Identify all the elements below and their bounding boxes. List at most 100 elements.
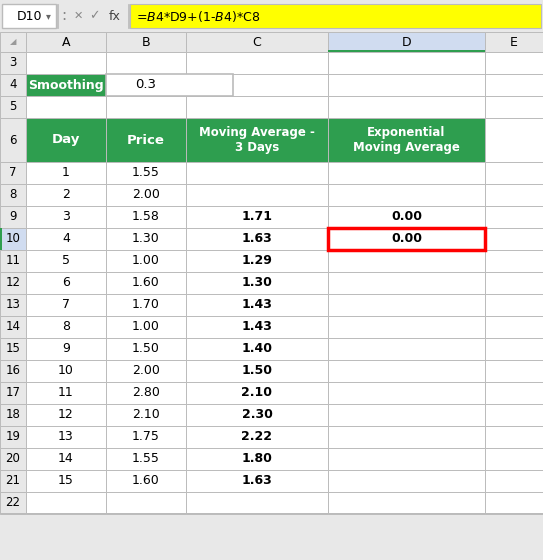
Text: 11: 11	[5, 254, 21, 268]
Text: 1.43: 1.43	[242, 320, 273, 334]
Text: 22: 22	[5, 497, 21, 510]
Text: 0.00: 0.00	[391, 211, 422, 223]
Text: 0.00: 0.00	[391, 232, 422, 245]
Bar	[328, 228, 485, 250]
Bar	[328, 118, 485, 162]
Text: 14: 14	[58, 452, 74, 465]
Bar	[0, 272, 26, 294]
Bar	[328, 52, 485, 74]
Text: 12: 12	[58, 408, 74, 422]
Bar	[106, 74, 233, 96]
Bar	[328, 470, 485, 492]
Bar	[186, 492, 328, 514]
Text: 4: 4	[62, 232, 70, 245]
Bar	[106, 52, 186, 74]
Bar	[106, 228, 186, 250]
Bar	[328, 426, 485, 448]
Text: B: B	[142, 35, 150, 49]
Text: 8: 8	[62, 320, 70, 334]
Text: ▾: ▾	[46, 11, 50, 21]
Text: 1.29: 1.29	[242, 254, 273, 268]
Text: 5: 5	[9, 100, 17, 114]
Text: 13: 13	[58, 431, 74, 444]
Bar	[328, 96, 485, 118]
Bar	[106, 316, 186, 338]
Bar	[0, 206, 26, 228]
Text: 0.00: 0.00	[391, 232, 422, 245]
Text: 18: 18	[5, 408, 21, 422]
Bar	[106, 492, 186, 514]
Bar	[186, 32, 328, 52]
Bar	[328, 118, 485, 162]
Bar	[328, 250, 485, 272]
Bar	[485, 272, 543, 294]
Text: Smoothing: Smoothing	[28, 78, 104, 91]
Bar	[26, 294, 106, 316]
Bar	[26, 470, 106, 492]
Text: 12: 12	[5, 277, 21, 290]
Bar	[328, 184, 485, 206]
Bar	[186, 272, 328, 294]
Bar	[128, 4, 129, 28]
Bar	[0, 74, 26, 96]
Bar	[328, 492, 485, 514]
Text: 7: 7	[9, 166, 17, 180]
Bar	[26, 404, 106, 426]
Bar	[186, 162, 328, 184]
Bar	[26, 184, 106, 206]
Bar	[106, 118, 186, 162]
Bar	[0, 52, 26, 74]
Text: 1.55: 1.55	[132, 166, 160, 180]
Text: fx: fx	[109, 10, 121, 22]
Text: 1.30: 1.30	[242, 277, 273, 290]
Text: A: A	[62, 35, 70, 49]
Bar	[0, 294, 26, 316]
Text: D: D	[402, 35, 411, 49]
Text: 1.00: 1.00	[132, 254, 160, 268]
Text: 1.30: 1.30	[132, 232, 160, 245]
Text: D10: D10	[16, 10, 42, 22]
Bar	[186, 470, 328, 492]
Bar	[0, 513, 543, 514]
Text: Exponential
Moving Average: Exponential Moving Average	[353, 126, 460, 154]
Bar	[106, 382, 186, 404]
Bar	[485, 32, 543, 52]
Bar	[485, 492, 543, 514]
Bar	[485, 294, 543, 316]
Bar	[485, 360, 543, 382]
Bar	[328, 32, 485, 52]
Bar	[106, 184, 186, 206]
Bar	[106, 118, 186, 162]
Bar	[0, 360, 26, 382]
Bar	[26, 250, 106, 272]
Bar	[26, 74, 106, 96]
Text: 2.80: 2.80	[132, 386, 160, 399]
Bar	[106, 448, 186, 470]
Bar	[186, 118, 328, 162]
Bar	[485, 96, 543, 118]
Bar	[106, 272, 186, 294]
Bar	[186, 426, 328, 448]
Text: 2.00: 2.00	[132, 189, 160, 202]
Bar	[0, 96, 26, 118]
Text: 6: 6	[9, 133, 17, 147]
Bar	[106, 360, 186, 382]
Bar	[485, 228, 543, 250]
Bar	[485, 162, 543, 184]
Text: Moving Average -
3 Days: Moving Average - 3 Days	[199, 126, 315, 154]
Bar	[106, 96, 186, 118]
Bar	[186, 118, 328, 162]
Text: 7: 7	[62, 298, 70, 311]
Bar	[328, 74, 485, 96]
Bar	[186, 250, 328, 272]
Bar	[186, 52, 328, 74]
Text: ◢: ◢	[10, 38, 16, 46]
Bar	[130, 4, 541, 28]
Text: 14: 14	[5, 320, 21, 334]
Bar	[485, 118, 543, 162]
Text: 1.60: 1.60	[132, 277, 160, 290]
Bar	[0, 118, 26, 162]
Bar	[0, 316, 26, 338]
Bar	[26, 206, 106, 228]
Text: =$B$4*D9+(1-$B$4)*C8: =$B$4*D9+(1-$B$4)*C8	[136, 8, 260, 24]
